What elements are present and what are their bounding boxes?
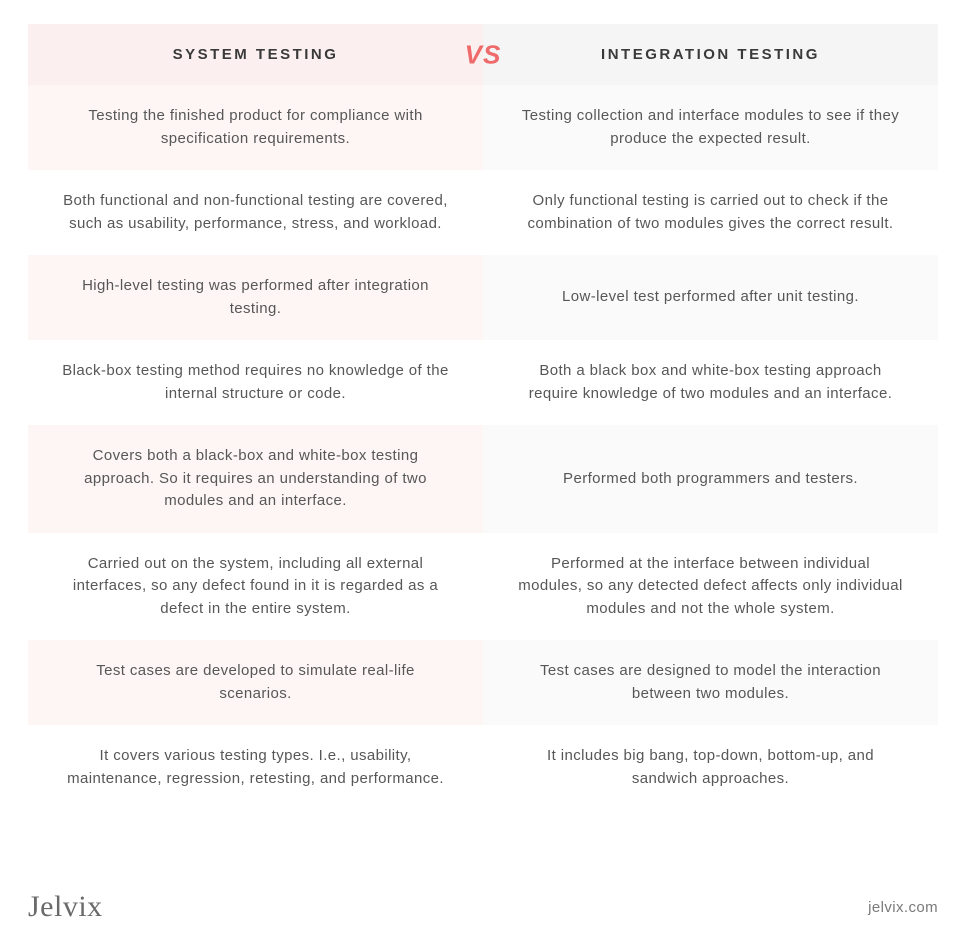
cell-right: Testing collection and interface modules… (483, 85, 938, 170)
cell-left: High-level testing was performed after i… (28, 255, 483, 340)
table-row: Carried out on the system, including all… (28, 533, 938, 641)
header-integration-testing: INTEGRATION TESTING (483, 24, 938, 85)
cell-left: It covers various testing types. I.e., u… (28, 725, 483, 810)
cell-right: Only functional testing is carried out t… (483, 170, 938, 255)
cell-left: Covers both a black-box and white-box te… (28, 425, 483, 533)
table-row: Covers both a black-box and white-box te… (28, 425, 938, 533)
comparison-table: SYSTEM TESTING INTEGRATION TESTING VS Te… (28, 24, 938, 810)
table-row: Both functional and non-functional testi… (28, 170, 938, 255)
table-row: Testing the finished product for complia… (28, 85, 938, 170)
table-header-row: SYSTEM TESTING INTEGRATION TESTING VS (28, 24, 938, 85)
cell-left: Testing the finished product for complia… (28, 85, 483, 170)
site-url: jelvix.com (868, 899, 938, 916)
table-row: Test cases are developed to simulate rea… (28, 640, 938, 725)
table-row: Black-box testing method requires no kno… (28, 340, 938, 425)
cell-left: Carried out on the system, including all… (28, 533, 483, 641)
table-row: It covers various testing types. I.e., u… (28, 725, 938, 810)
cell-right: It includes big bang, top-down, bottom-u… (483, 725, 938, 810)
brand-logo: Jelvix (28, 890, 103, 924)
footer: Jelvix jelvix.com (28, 890, 938, 924)
cell-right: Test cases are designed to model the int… (483, 640, 938, 725)
cell-right: Performed at the interface between indiv… (483, 533, 938, 641)
cell-left: Both functional and non-functional testi… (28, 170, 483, 255)
table-row: High-level testing was performed after i… (28, 255, 938, 340)
header-system-testing: SYSTEM TESTING (28, 24, 483, 85)
cell-left: Test cases are developed to simulate rea… (28, 640, 483, 725)
vs-badge: VS (465, 39, 502, 70)
cell-right: Performed both programmers and testers. (483, 425, 938, 533)
cell-left: Black-box testing method requires no kno… (28, 340, 483, 425)
cell-right: Low-level test performed after unit test… (483, 255, 938, 340)
cell-right: Both a black box and white-box testing a… (483, 340, 938, 425)
